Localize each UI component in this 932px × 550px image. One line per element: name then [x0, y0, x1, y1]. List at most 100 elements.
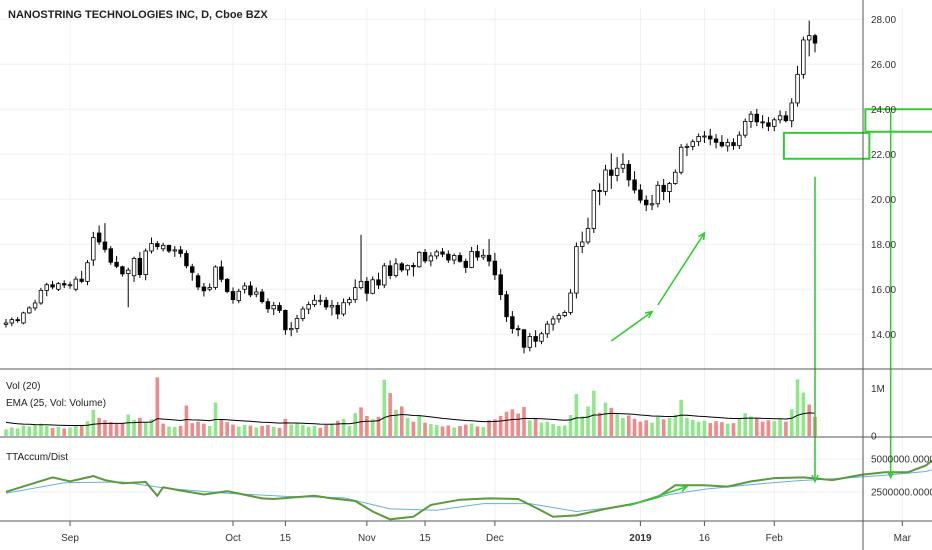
volume-bar — [318, 427, 323, 436]
candle — [644, 199, 649, 206]
candle — [376, 279, 381, 286]
candle — [702, 135, 707, 138]
candle — [696, 136, 701, 143]
volume-bar — [795, 379, 800, 436]
candle — [638, 189, 643, 201]
candle — [579, 241, 585, 247]
candle — [539, 333, 544, 342]
annotation-arrowhead — [811, 474, 819, 484]
volume-bar — [638, 421, 643, 436]
x-tick-label: 2019 — [629, 533, 652, 544]
volume-bar — [714, 421, 718, 436]
volume-bar — [475, 426, 480, 436]
candle — [358, 280, 364, 289]
volume-bar — [784, 421, 788, 436]
candle — [504, 294, 509, 318]
candle — [353, 287, 358, 300]
candle — [690, 141, 695, 147]
volume-bar — [597, 412, 602, 436]
candle — [3, 322, 9, 325]
volume-bar — [149, 419, 154, 436]
volume-bar — [545, 421, 550, 436]
annotation-arrow — [628, 485, 688, 507]
candle — [288, 327, 294, 331]
candle — [248, 285, 253, 296]
candle — [510, 316, 515, 330]
candle — [597, 190, 602, 192]
volume-bar — [91, 409, 96, 436]
candle — [533, 336, 538, 342]
candle — [713, 138, 719, 143]
volume-bar — [696, 421, 701, 436]
candle — [219, 266, 224, 280]
volume-bar — [27, 426, 32, 436]
candle — [545, 323, 550, 335]
candle — [178, 249, 183, 254]
annotation-arrow — [610, 311, 653, 342]
candle — [341, 302, 346, 315]
volume-bar — [399, 406, 404, 436]
candle — [364, 280, 370, 294]
candle — [457, 255, 463, 262]
volume-bar — [650, 422, 654, 436]
candle — [96, 232, 102, 243]
price-tick-label: 14.00 — [871, 330, 896, 341]
volume-bar — [126, 414, 131, 436]
candle — [428, 255, 434, 262]
volume-bar — [405, 417, 410, 436]
volume-bar — [330, 423, 334, 436]
x-tick-label: 16 — [699, 533, 711, 544]
volume-bar — [68, 427, 72, 436]
candle — [184, 253, 189, 267]
price-tick-label: 28.00 — [871, 15, 896, 26]
volume-bar — [609, 407, 614, 436]
volume-bar — [749, 416, 753, 436]
volume-bar — [143, 422, 148, 436]
volume-bar — [702, 420, 707, 436]
volume-bar — [452, 427, 456, 436]
candle — [329, 305, 335, 308]
candle — [440, 251, 445, 255]
candle — [201, 286, 207, 292]
candle — [195, 275, 201, 288]
grid — [0, 8, 903, 520]
candle — [731, 142, 736, 147]
volume-bar — [254, 427, 259, 436]
volume-tick-label: 0 — [871, 432, 877, 443]
candle — [15, 319, 20, 322]
volume-bar — [644, 420, 649, 436]
candle — [224, 278, 230, 292]
candle — [777, 115, 783, 121]
volume-bar — [103, 420, 107, 436]
volume-bar — [626, 415, 631, 436]
candle — [550, 318, 556, 325]
candle — [417, 251, 422, 268]
volume-bar — [603, 402, 608, 436]
candle — [451, 255, 457, 261]
volume-ema-line — [5, 412, 816, 426]
candle — [783, 115, 789, 122]
volume-bar — [114, 423, 119, 436]
candle — [91, 237, 96, 261]
candle — [67, 284, 73, 287]
candle — [521, 329, 527, 348]
volume-bar — [720, 422, 724, 436]
accum-tick-label: 5000000.0000 — [871, 455, 932, 466]
candle — [708, 135, 713, 140]
price-tick-label: 18.00 — [871, 240, 896, 251]
volume-bar — [690, 419, 695, 436]
volume-bar — [423, 422, 427, 436]
candle — [230, 291, 236, 301]
volume-label: Vol (20) — [6, 381, 40, 392]
volume-bar — [207, 425, 212, 436]
volume-bar — [772, 421, 777, 436]
candle — [801, 39, 806, 75]
accum-ma-line — [5, 469, 932, 513]
candle — [126, 269, 131, 274]
candle — [160, 244, 166, 250]
volume-bar — [376, 416, 381, 436]
candle — [172, 249, 177, 252]
volume-bar — [394, 409, 398, 436]
volume-bar — [74, 425, 78, 436]
